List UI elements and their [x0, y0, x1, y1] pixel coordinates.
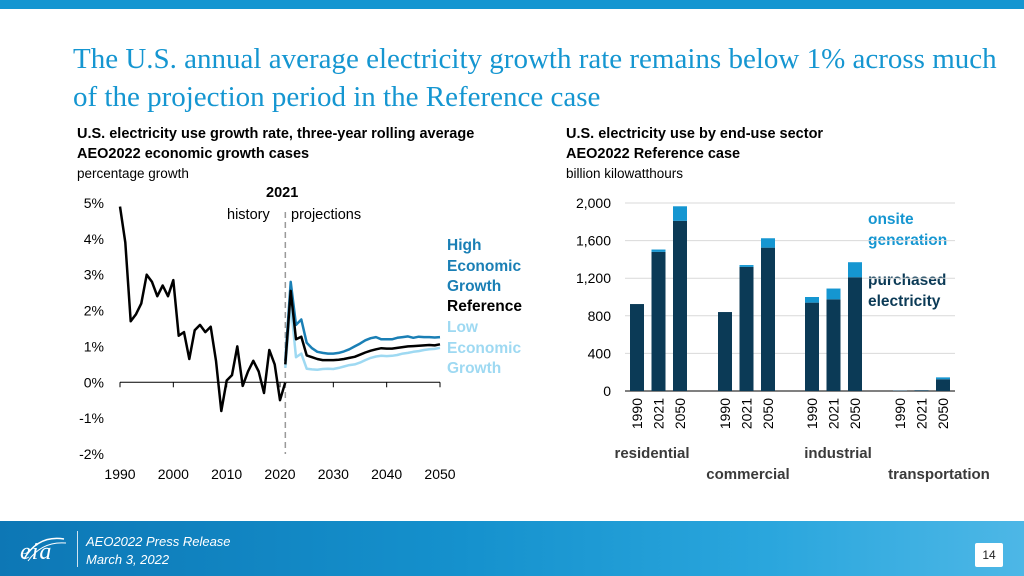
- right-chart-heading: U.S. electricity use by end-use sector: [566, 126, 824, 142]
- left-chart-heading: U.S. electricity use growth rate, three-…: [77, 126, 475, 142]
- right-y-tick-label: 1,200: [576, 270, 611, 286]
- bar-residential-2021-onsite: [651, 249, 666, 252]
- divider-year-label: 2021: [266, 185, 299, 201]
- footer-date: March 3, 2022: [86, 552, 170, 567]
- eia-logo-text: eia: [20, 539, 53, 565]
- left-y-tick-label: 5%: [84, 195, 104, 211]
- page-number: 14: [975, 543, 1003, 567]
- top-accent-bar: [0, 0, 1024, 9]
- bar-residential-2050-purchased: [673, 220, 687, 391]
- right-x-tick-label: 2050: [847, 398, 863, 429]
- right-x-tick-label: 2050: [672, 398, 688, 429]
- right-x-tick-label: 1990: [629, 398, 645, 429]
- right-x-tick-label: 2021: [739, 398, 755, 429]
- bar-commercial-2021-onsite: [739, 265, 754, 267]
- high-growth-series-line: [284, 280, 441, 361]
- bar-commercial-2050-purchased: [761, 247, 775, 391]
- bar-commercial-1990-purchased: [718, 312, 732, 391]
- bar-industrial-2021-onsite: [826, 288, 841, 300]
- footer-bar: eia AEO2022 Press Release March 3, 2022 …: [0, 521, 1024, 576]
- left-x-tick-label: 2030: [318, 466, 349, 482]
- bar-transportation-2050-purchased: [936, 379, 950, 391]
- left-x-tick-label: 2020: [264, 466, 295, 482]
- legend-high-growth: High Economic Growth: [447, 237, 522, 295]
- projections-label: projections: [291, 207, 362, 223]
- bar-residential-1990-purchased: [630, 304, 644, 391]
- right-x-tick-label: 2050: [935, 398, 951, 429]
- bar-residential-2050-onsite: [673, 206, 687, 221]
- legend-low-growth: Low Economic Growth: [447, 319, 522, 377]
- sector-label-transportation: transportation: [888, 466, 990, 483]
- left-x-tick-label: 2000: [158, 466, 189, 482]
- right-y-tick-label: 0: [603, 383, 611, 399]
- right-y-tick-label: 400: [588, 345, 612, 361]
- left-x-tick-label: 1990: [104, 466, 135, 482]
- right-chart-header: U.S. electricity use by end-use sector A…: [566, 124, 823, 184]
- low-growth-series-line: [284, 302, 441, 371]
- left-y-tick-label: 0%: [84, 374, 104, 390]
- slide-title: The U.S. annual average electricity grow…: [73, 43, 997, 113]
- legend-purchased-electricity: purchased electricity: [868, 272, 947, 310]
- left-y-tick-label: 4%: [84, 231, 104, 247]
- right-x-tick-label: 1990: [892, 398, 908, 429]
- right-x-tick-label: 2021: [914, 398, 930, 429]
- right-x-tick-label: 2021: [826, 398, 842, 429]
- left-y-tick-label: -1%: [79, 410, 104, 426]
- eia-logo-swoosh-icon: [23, 537, 67, 562]
- bar-industrial-2021-purchased: [826, 299, 841, 391]
- bar-commercial-2021-purchased: [739, 266, 754, 391]
- bar-industrial-1990-purchased: [805, 302, 819, 391]
- right-chart-subheading: AEO2022 Reference case: [566, 146, 741, 162]
- bar-transportation-2021-purchased: [914, 390, 929, 391]
- right-y-tick-label: 2,000: [576, 195, 611, 211]
- left-chart-subheading: AEO2022 economic growth cases: [77, 146, 310, 162]
- history-label: history: [227, 207, 270, 223]
- left-y-tick-label: 1%: [84, 338, 104, 354]
- left-y-tick-label: -2%: [79, 446, 104, 462]
- history-series-line: [118, 206, 287, 413]
- right-x-tick-label: 1990: [717, 398, 733, 429]
- left-y-tick-label: 2%: [84, 303, 104, 319]
- bar-residential-2021-purchased: [651, 251, 666, 391]
- bar-industrial-2050-onsite: [848, 262, 862, 278]
- sector-label-commercial: commercial: [706, 466, 789, 483]
- bar-industrial-2050-purchased: [848, 277, 862, 391]
- left-y-tick-label: 3%: [84, 267, 104, 283]
- left-x-tick-label: 2050: [424, 466, 455, 482]
- legend-reference: Reference: [447, 298, 522, 315]
- bar-commercial-2050-onsite: [761, 238, 775, 248]
- footer-divider: [77, 531, 78, 567]
- right-y-tick-label: 800: [588, 308, 612, 324]
- sector-label-industrial: industrial: [804, 445, 872, 462]
- legend-onsite-generation: onsite generation: [868, 211, 948, 249]
- left-chart-units: percentage growth: [77, 166, 189, 181]
- left-chart-header: U.S. electricity use growth rate, three-…: [77, 124, 474, 184]
- right-chart-units: billion kilowatthours: [566, 166, 684, 181]
- left-x-tick-label: 2040: [371, 466, 402, 482]
- bar-industrial-1990-onsite: [805, 297, 819, 303]
- reference-series-line: [284, 289, 441, 365]
- right-x-tick-label: 2050: [760, 398, 776, 429]
- footer-press-release: AEO2022 Press Release: [86, 534, 231, 549]
- left-x-tick-label: 2010: [211, 466, 242, 482]
- right-y-tick-label: 1,600: [576, 233, 611, 249]
- right-x-tick-label: 2021: [651, 398, 667, 429]
- sector-label-residential: residential: [614, 445, 689, 462]
- eia-logo: eia: [20, 533, 68, 565]
- right-x-tick-label: 1990: [804, 398, 820, 429]
- bar-transportation-2050-onsite: [936, 377, 950, 380]
